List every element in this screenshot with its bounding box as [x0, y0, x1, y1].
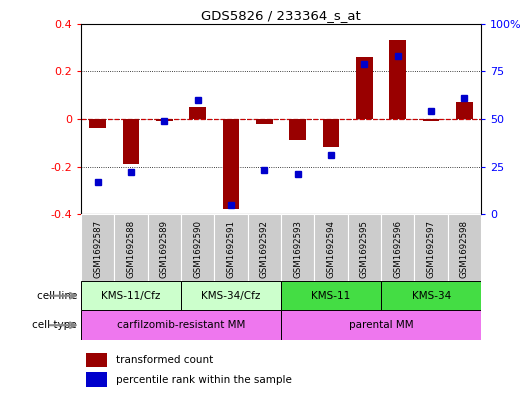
Text: GSM1692595: GSM1692595 — [360, 220, 369, 277]
Text: GSM1692598: GSM1692598 — [460, 220, 469, 277]
Bar — [348, 214, 381, 281]
Bar — [415, 214, 448, 281]
Bar — [156, 119, 173, 121]
Bar — [256, 119, 273, 124]
Bar — [181, 214, 214, 281]
Bar — [281, 281, 381, 310]
Bar — [381, 281, 481, 310]
Text: KMS-34/Cfz: KMS-34/Cfz — [201, 291, 261, 301]
Bar — [289, 119, 306, 140]
Bar — [281, 310, 481, 340]
Text: GSM1692589: GSM1692589 — [160, 220, 169, 277]
Text: GSM1692587: GSM1692587 — [93, 220, 102, 278]
Text: cell line: cell line — [37, 291, 77, 301]
Bar — [115, 214, 147, 281]
Bar — [147, 214, 181, 281]
Bar — [448, 214, 481, 281]
Text: transformed count: transformed count — [117, 355, 214, 365]
Bar — [81, 281, 181, 310]
Bar — [89, 119, 106, 129]
Bar — [281, 214, 314, 281]
Text: percentile rank within the sample: percentile rank within the sample — [117, 375, 292, 385]
Bar — [189, 107, 206, 119]
Bar — [356, 57, 373, 119]
Text: KMS-11: KMS-11 — [312, 291, 351, 301]
Bar — [86, 372, 107, 387]
Text: GSM1692594: GSM1692594 — [327, 220, 336, 277]
Text: carfilzomib-resistant MM: carfilzomib-resistant MM — [117, 320, 245, 330]
Text: parental MM: parental MM — [349, 320, 414, 330]
Bar — [381, 214, 414, 281]
Title: GDS5826 / 233364_s_at: GDS5826 / 233364_s_at — [201, 9, 361, 22]
Bar — [323, 119, 339, 147]
Bar — [214, 214, 248, 281]
Bar — [123, 119, 140, 164]
Bar — [423, 119, 439, 121]
Bar — [181, 281, 281, 310]
Bar — [456, 102, 473, 119]
Bar — [81, 310, 281, 340]
Text: KMS-34: KMS-34 — [412, 291, 451, 301]
Text: GSM1692592: GSM1692592 — [260, 220, 269, 277]
Bar — [390, 40, 406, 119]
Text: GSM1692590: GSM1692590 — [194, 220, 202, 277]
Text: GSM1692596: GSM1692596 — [393, 220, 402, 277]
Text: cell type: cell type — [32, 320, 77, 330]
Bar — [81, 214, 115, 281]
Text: GSM1692597: GSM1692597 — [427, 220, 436, 277]
Text: GSM1692591: GSM1692591 — [226, 220, 235, 277]
Bar — [314, 214, 348, 281]
Bar — [223, 119, 240, 209]
Text: GSM1692588: GSM1692588 — [127, 220, 135, 278]
Text: KMS-11/Cfz: KMS-11/Cfz — [101, 291, 161, 301]
Bar — [248, 214, 281, 281]
Bar — [86, 353, 107, 367]
Text: GSM1692593: GSM1692593 — [293, 220, 302, 277]
